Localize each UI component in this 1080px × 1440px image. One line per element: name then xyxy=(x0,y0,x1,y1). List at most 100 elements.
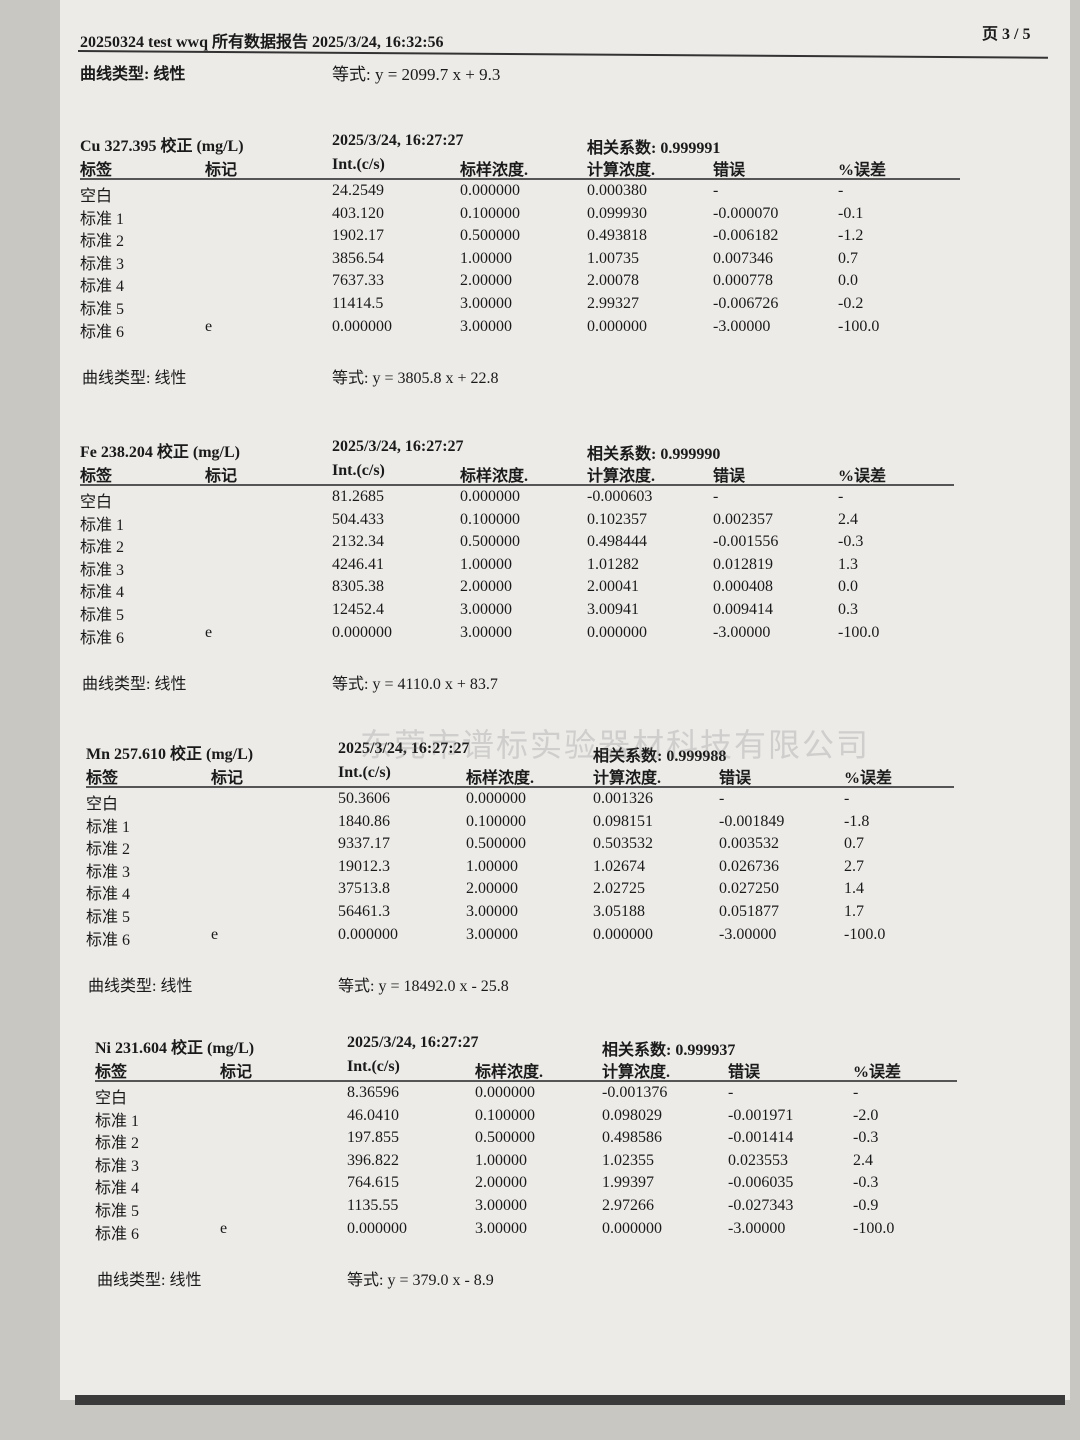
table-row: 标准 3 396.822 1.00000 1.02355 0.023553 2.4 xyxy=(95,1151,1055,1175)
table-cell: 0.7 xyxy=(844,835,864,853)
table-cell: 0.500000 xyxy=(460,227,520,245)
curve-type: 曲线类型: 线性 xyxy=(97,1272,202,1289)
column-header: Int.(c/s) xyxy=(347,1058,400,1075)
table-cell: 11414.5 xyxy=(332,295,384,312)
table-cell: 2.00000 xyxy=(466,880,518,898)
table-cell: -0.006035 xyxy=(728,1174,794,1192)
table-cell: 0.002357 xyxy=(713,510,773,528)
table-cell: 0.0 xyxy=(838,272,858,290)
table-cell: 0.000000 xyxy=(593,925,653,943)
table-cell: 0.100000 xyxy=(466,812,526,830)
header-underline xyxy=(80,484,954,486)
table-cell: -0.3 xyxy=(853,1129,879,1147)
table-cell: -1.2 xyxy=(838,227,864,245)
table-cell: -0.006726 xyxy=(713,295,779,312)
table-cell: e xyxy=(211,925,219,943)
equation: 等式: y = 379.0 x - 8.9 xyxy=(347,1272,494,1289)
table-cell: 0.000000 xyxy=(347,1219,407,1237)
table-row: 空白 50.3606 0.000000 0.001326 - - xyxy=(86,790,1046,813)
table-cell: 0.493818 xyxy=(587,227,647,245)
table-cell: 1.00000 xyxy=(475,1151,527,1169)
table-cell: 504.433 xyxy=(332,510,384,528)
table-cell: 2.00000 xyxy=(460,272,512,290)
column-header: 计算浓度. xyxy=(587,468,656,485)
table-cell: 403.120 xyxy=(332,204,384,222)
table-cell: 3.00000 xyxy=(466,903,518,920)
table-cell: 0.102357 xyxy=(587,510,647,528)
table-cell: 标准 6 xyxy=(80,629,125,647)
table-cell: -100.0 xyxy=(853,1219,895,1237)
column-header: %误差 xyxy=(838,162,887,179)
table-cell: 0.503532 xyxy=(593,835,653,853)
table-cell: 2.7 xyxy=(844,857,864,875)
table-cell: -0.9 xyxy=(853,1197,879,1214)
equation: 等式: y = 18492.0 x - 25.8 xyxy=(338,978,509,995)
table-cell: 1902.17 xyxy=(332,227,384,245)
table-row: 标准 1 403.120 0.100000 0.099930 -0.000070 -0.1 xyxy=(80,204,1040,228)
column-header-row: 标签 标记 Int.(c/s) 标样浓度. 计算浓度. 错误 %误差 xyxy=(80,462,1040,485)
curve-type: 曲线类型: 线性 xyxy=(88,978,193,995)
table-cell: 标准 4 xyxy=(80,584,125,602)
column-header: 标签 xyxy=(86,770,119,787)
table-cell: 标准 1 xyxy=(80,516,125,534)
table-cell: -0.001849 xyxy=(719,812,785,830)
header-underline xyxy=(95,1080,957,1082)
table-cell: 8.36596 xyxy=(347,1084,399,1101)
table-cell: 标准 1 xyxy=(80,210,125,228)
column-header: 标记 xyxy=(205,468,238,485)
table-row: 标准 2 9337.17 0.500000 0.503532 0.003532 0.7 xyxy=(86,835,1046,859)
table-cell: -0.001414 xyxy=(728,1129,794,1147)
table-cell: 0.098029 xyxy=(602,1106,662,1124)
table-cell: 0.000000 xyxy=(460,488,520,505)
table-cell: e xyxy=(205,317,213,335)
section-datetime: 2025/3/24, 16:27:27 xyxy=(332,132,464,149)
correlation-coefficient: 相关系数: 0.999991 xyxy=(587,140,721,157)
section-datetime: 2025/3/24, 16:27:27 xyxy=(338,740,470,757)
table-row: 空白 8.36596 0.000000 -0.001376 - - xyxy=(95,1084,1055,1107)
table-cell: 4246.41 xyxy=(332,555,384,573)
table-cell: - xyxy=(853,1084,859,1101)
table-row: 标准 4 8305.38 2.00000 2.00041 0.000408 0.0 xyxy=(80,578,1040,602)
table-cell: 3.00000 xyxy=(460,295,512,312)
table-cell: 1.00000 xyxy=(460,249,512,267)
column-header: %误差 xyxy=(838,468,887,485)
table-row: 标准 5 11414.5 3.00000 2.99327 -0.006726 -0.2 xyxy=(80,295,1040,318)
table-cell: 标准 2 xyxy=(86,841,131,859)
table-cell: 3.00000 xyxy=(466,925,518,943)
table-cell: 1.02355 xyxy=(602,1151,654,1169)
column-header: 错误 xyxy=(728,1064,761,1081)
table-row: 空白 81.2685 0.000000 -0.000603 - - xyxy=(80,488,1040,511)
table-cell: -0.3 xyxy=(838,533,864,551)
table-cell: -100.0 xyxy=(838,623,880,641)
correlation-coefficient: 相关系数: 0.999937 xyxy=(602,1042,736,1059)
column-header: 标签 xyxy=(80,162,113,179)
table-cell: 2.00000 xyxy=(475,1174,527,1192)
monitor-bezel xyxy=(75,1395,1065,1405)
top-equation: 等式: y = 2099.7 x + 9.3 xyxy=(332,65,501,84)
column-header: Int.(c/s) xyxy=(338,764,391,781)
table-cell: 3.00000 xyxy=(460,317,512,335)
table-cell: -0.000070 xyxy=(713,204,779,222)
table-cell: 0.003532 xyxy=(719,835,779,853)
table-cell: 标准 4 xyxy=(86,886,131,904)
table-cell: 0.012819 xyxy=(713,555,773,573)
column-header-row: 标签 标记 Int.(c/s) 标样浓度. 计算浓度. 错误 %误差 xyxy=(86,764,1046,787)
table-cell: 2.00041 xyxy=(587,578,639,596)
table-cell: 2.00000 xyxy=(460,578,512,596)
table-cell: 0.100000 xyxy=(475,1106,535,1124)
table-cell: 标准 3 xyxy=(80,561,125,579)
equation: 等式: y = 4110.0 x + 83.7 xyxy=(332,676,498,693)
table-cell: -3.00000 xyxy=(728,1219,786,1237)
table-row: 标准 2 1902.17 0.500000 0.493818 -0.006182 -1.2 xyxy=(80,227,1040,250)
table-cell: 标准 4 xyxy=(95,1180,140,1198)
table-cell: 19012.3 xyxy=(338,857,390,875)
column-header: %误差 xyxy=(844,770,893,787)
table-cell: 0.001326 xyxy=(593,790,653,807)
table-cell: 标准 2 xyxy=(80,539,125,557)
table-cell: -0.006182 xyxy=(713,227,779,245)
correlation-coefficient: 相关系数: 0.999988 xyxy=(593,748,727,765)
table-cell: 0.000000 xyxy=(475,1084,535,1101)
table-row: 标准 6 e 0.000000 3.00000 0.000000 -3.00000 -100… xyxy=(86,925,1046,949)
table-cell: -2.0 xyxy=(853,1106,879,1124)
table-row: 空白 24.2549 0.000000 0.000380 - - xyxy=(80,182,1040,205)
